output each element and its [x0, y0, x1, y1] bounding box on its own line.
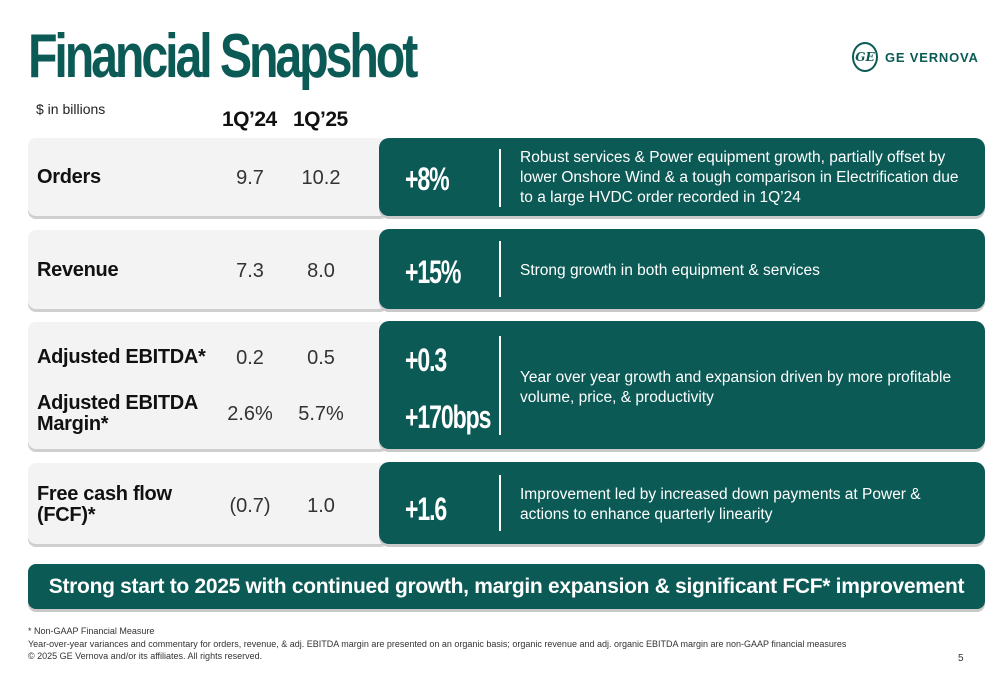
column-header-1q24: 1Q’24	[222, 108, 277, 131]
ebitda-1q24-value: 0.2	[236, 347, 264, 369]
orders-commentary-panel: +8% Robust services & Power equipment gr…	[379, 138, 985, 216]
summary-banner: Strong start to 2025 with continued grow…	[28, 564, 985, 609]
revenue-1q24-value: 7.3	[236, 260, 264, 282]
fcf-label: Free cash flow (FCF)*	[37, 483, 172, 526]
ebitda-margin-1q25-value: 5.7%	[298, 403, 344, 425]
page-title: Financial Snapshot	[28, 22, 418, 91]
ebitda-margin-label: Adjusted EBITDA Margin*	[37, 392, 198, 435]
copyright: © 2025 GE Vernova and/or its affiliates.…	[28, 651, 263, 661]
ebitda-margin-1q24-value: 2.6%	[227, 403, 273, 425]
units-label: $ in billions	[36, 101, 106, 117]
orders-1q24-value: 9.7	[236, 167, 264, 189]
divider	[499, 149, 501, 207]
fcf-1q25-value: 1.0	[307, 495, 335, 517]
orders-label: Orders	[37, 166, 101, 188]
ebitda-comment: Year over year growth and expansion driv…	[520, 369, 952, 406]
column-header-1q25: 1Q’25	[293, 108, 348, 131]
footnote-variances: Year-over-year variances and commentary …	[28, 639, 847, 649]
ebitda-delta: +0.3	[405, 342, 447, 378]
divider	[499, 336, 501, 435]
revenue-row: Revenue 7.3 8.0	[28, 230, 388, 309]
revenue-commentary-panel: +15% Strong growth in both equipment & s…	[379, 229, 985, 309]
footnote-non-gaap: * Non-GAAP Financial Measure	[28, 626, 155, 636]
divider	[499, 475, 501, 531]
ebitda-row: Adjusted EBITDA* 0.2 0.5 Adjusted EBITDA…	[28, 322, 388, 449]
logo-text: GE VERNOVA	[885, 49, 979, 65]
ebitda-commentary-panel: +0.3 +170bps Year over year growth and e…	[379, 321, 985, 449]
ge-vernova-logo: GE GE VERNOVA	[852, 42, 979, 72]
revenue-label: Revenue	[37, 259, 119, 281]
orders-delta: +8%	[405, 161, 450, 197]
revenue-comment: Strong growth in both equipment & servic…	[520, 262, 820, 279]
summary-banner-text: Strong start to 2025 with continued grow…	[48, 574, 965, 598]
revenue-1q25-value: 8.0	[307, 260, 335, 282]
fcf-row: Free cash flow (FCF)* (0.7) 1.0	[28, 463, 388, 544]
page-number: 5	[958, 653, 964, 664]
fcf-1q24-value: (0.7)	[229, 495, 271, 517]
fcf-commentary-panel: +1.6 Improvement led by increased down p…	[379, 462, 985, 544]
orders-comment: Robust services & Power equipment growth…	[520, 149, 959, 206]
revenue-delta: +15%	[405, 254, 461, 290]
fcf-comment: Improvement led by increased down paymen…	[520, 486, 921, 523]
orders-row: Orders 9.7 10.2	[28, 138, 388, 216]
divider	[499, 241, 501, 297]
ge-monogram-icon: GE	[852, 42, 878, 72]
ebitda-label: Adjusted EBITDA*	[37, 346, 206, 368]
orders-1q25-value: 10.2	[301, 167, 341, 189]
ebitda-1q25-value: 0.5	[307, 347, 335, 369]
fcf-delta: +1.6	[405, 491, 447, 527]
ebitda-margin-delta: +170bps	[405, 399, 491, 435]
